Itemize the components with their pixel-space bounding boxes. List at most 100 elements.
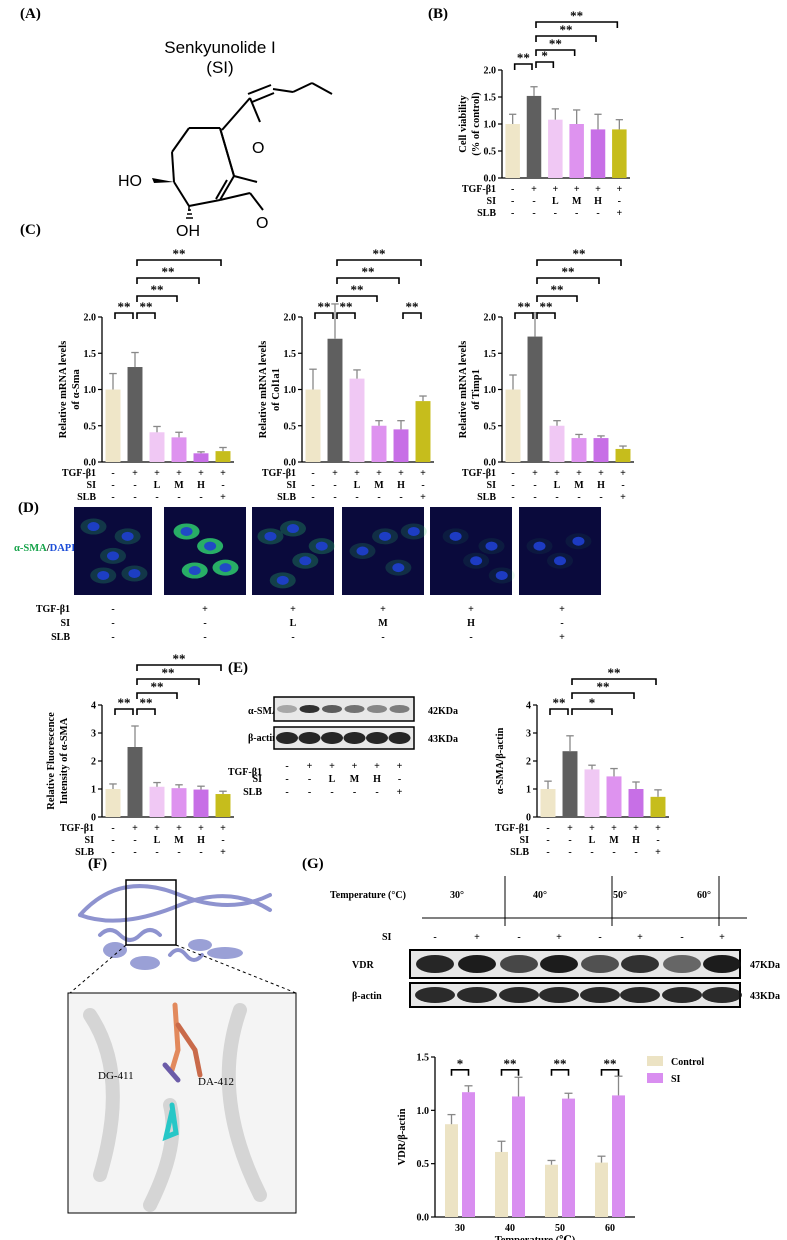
sig-bracket	[535, 61, 555, 68]
condition-value: H	[467, 618, 475, 629]
bar	[612, 1095, 625, 1217]
y-tick-label: 1.0	[484, 120, 497, 131]
condition-value: -	[285, 774, 288, 785]
kda-label: 43KDa	[428, 734, 458, 745]
condition-value: L	[589, 835, 596, 846]
condition-value: -	[621, 480, 624, 491]
condition-value: +	[420, 492, 426, 503]
sig-bracket	[549, 708, 569, 715]
sig-label: **	[504, 1056, 517, 1071]
bar	[462, 1092, 475, 1217]
bar	[215, 451, 231, 462]
y-tick-label: 0.0	[484, 174, 497, 185]
condition-value: +	[611, 823, 617, 834]
condition-value: +	[559, 632, 565, 643]
condition-value: -	[133, 847, 136, 858]
condition-value: -	[199, 847, 202, 858]
sig-label: **	[406, 299, 419, 314]
condition-value: +	[307, 761, 313, 772]
condition-row-label: SI	[87, 480, 97, 491]
y-tick-label: 0.5	[417, 1159, 430, 1170]
compound-abbr: (SI)	[206, 58, 234, 77]
blot-band	[540, 955, 578, 973]
x-tick-label: 60	[605, 1223, 615, 1234]
blot-band	[703, 955, 741, 973]
si-sign: +	[637, 932, 643, 943]
confocal-image	[342, 507, 427, 595]
condition-value: L	[154, 835, 161, 846]
sig-label: **	[140, 695, 153, 710]
sig-bracket	[402, 312, 422, 319]
condition-value: L	[554, 480, 561, 491]
sig-bracket	[536, 295, 578, 302]
y-tick-label: 0.0	[484, 458, 497, 469]
bar	[105, 389, 121, 462]
condition-value: -	[177, 492, 180, 503]
condition-value: L	[290, 618, 297, 629]
condition-value: -	[532, 196, 535, 207]
condition-value: L	[329, 774, 336, 785]
y-axis-label: Relative mRNA levels	[258, 341, 269, 438]
sig-label: *	[457, 1056, 464, 1071]
sig-label: **	[340, 299, 353, 314]
y-axis-label: Relative Fluorescence	[46, 712, 57, 810]
condition-value: +	[554, 468, 560, 479]
sig-bracket	[336, 295, 378, 302]
blot-band	[702, 987, 742, 1003]
legend-label: Control	[671, 1057, 704, 1068]
sig-bracket	[600, 1069, 620, 1076]
condition-value: -	[511, 492, 514, 503]
condition-value: -	[555, 492, 558, 503]
condition-value: H	[397, 480, 405, 491]
condition-value: +	[397, 787, 403, 798]
sig-label: **	[140, 299, 153, 314]
sig-label: **	[549, 36, 562, 51]
condition-value: +	[220, 468, 226, 479]
chemical-structure: O O HO OH	[118, 82, 333, 240]
bar	[149, 786, 165, 817]
si-sign: -	[517, 932, 520, 943]
condition-row-label: SLB	[477, 492, 496, 503]
bar	[171, 788, 187, 817]
condition-value: -	[399, 492, 402, 503]
western-blot-e: α-SMA β-actin 42KDa 43KDa TGF-β1 - + + + + + SI - - L M…	[228, 696, 458, 798]
bar	[549, 425, 565, 462]
condition-value: M	[174, 835, 184, 846]
chart-c-timp1-mrna: 0.0 0.5 1.0 1.5 2.0 Relative mRNA levels of Ti…	[458, 246, 634, 503]
bar	[606, 776, 622, 817]
bar	[171, 437, 187, 462]
condition-value: +	[220, 492, 226, 503]
condition-value: +	[552, 184, 558, 195]
condition-row-label: TGF-β1	[228, 767, 262, 778]
condition-row-label: SI	[253, 774, 263, 785]
blot-row-label: α-SMA	[248, 706, 280, 717]
y-tick-label: 0.5	[84, 421, 97, 432]
blot-band	[621, 955, 659, 973]
condition-value: -	[575, 208, 578, 219]
stain-dapi: DAPI	[49, 543, 76, 554]
condition-value: +	[132, 468, 138, 479]
blot-band	[299, 705, 320, 713]
residue-dg411: DG-411	[98, 1070, 134, 1082]
bar	[127, 367, 143, 462]
condition-value: +	[198, 823, 204, 834]
condition-value: +	[616, 184, 622, 195]
bar	[590, 129, 606, 178]
blot-band	[416, 955, 454, 973]
blot-band	[366, 732, 388, 744]
blot-band	[663, 955, 701, 973]
sig-bracket	[336, 277, 400, 284]
y-tick-label: 0.0	[84, 458, 97, 469]
stain-sep: /	[46, 543, 50, 554]
y-tick-label: 2.0	[484, 313, 497, 324]
bar	[584, 769, 600, 817]
condition-value: M	[350, 774, 360, 785]
bar	[612, 129, 627, 178]
y-axis-label-2: of α-Sma	[71, 368, 82, 409]
stain-a-sma: α-SMA	[14, 543, 47, 554]
condition-value: +	[329, 761, 335, 772]
y-tick-label: 1.5	[84, 349, 97, 360]
blot-band	[458, 955, 496, 973]
condition-value: -	[285, 761, 288, 772]
y-axis-label-2: of Timp1	[471, 369, 482, 410]
